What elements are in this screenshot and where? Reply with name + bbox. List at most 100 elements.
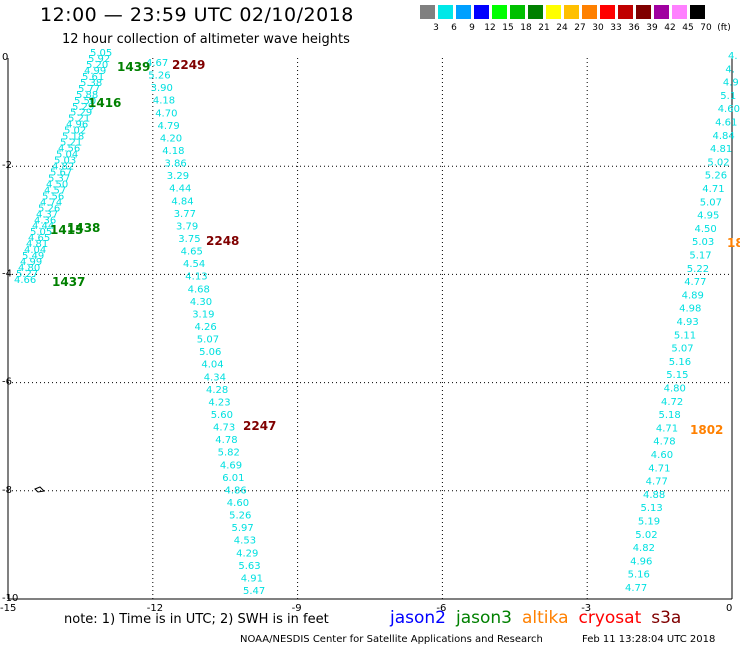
wave-height-label: 4.77 <box>625 583 647 594</box>
time-label: 2247 <box>243 419 276 433</box>
wave-height-label: 3.90 <box>151 83 173 94</box>
x-tick-label: -9 <box>292 603 302 614</box>
time-label: 1439 <box>117 60 150 74</box>
scale-label: 36 <box>628 23 640 33</box>
wave-height-label: 4.82 <box>633 543 655 554</box>
wave-height-label: 4.04 <box>201 360 223 371</box>
wave-height-label: 5.05 <box>90 48 112 59</box>
wave-height-label: 5.37 <box>48 173 70 184</box>
wave-height-label: 5.50 <box>74 96 96 107</box>
wave-height-label: 4.18 <box>162 146 184 157</box>
wave-height-label: 4.77 <box>646 477 668 488</box>
wave-height-label: 4.60 <box>651 450 673 461</box>
wave-height-label: 4.50 <box>695 224 717 235</box>
wave-height-label: 3.19 <box>192 309 214 320</box>
wave-height-label: 4.69 <box>220 460 242 471</box>
wave-height-label: 4.84 <box>713 131 735 142</box>
wave-height-label: 4.67 <box>146 58 168 69</box>
wave-height-label: 3.29 <box>167 171 189 182</box>
wave-height-label: 4.34 <box>204 372 226 383</box>
island-outline <box>34 486 46 493</box>
wave-height-label: 4.53 <box>234 536 256 547</box>
wave-height-label: 6.01 <box>222 473 244 484</box>
scale-swatch <box>474 5 489 19</box>
scale-swatch <box>510 5 525 19</box>
time-label: 1415 <box>50 223 83 237</box>
wave-height-label: 4.70 <box>155 108 177 119</box>
wave-height-label: 5.11 <box>674 330 696 341</box>
satellite-legend: jason2 jason3 altika cryosat s3a <box>390 608 691 628</box>
wave-height-label: 4.28 <box>206 385 228 396</box>
wave-height-label: 5.05 <box>30 227 52 238</box>
x-tick-label: -6 <box>436 603 446 614</box>
wave-height-label: 5.88 <box>76 90 98 101</box>
wave-height-label: 4.96 <box>66 120 88 131</box>
wave-height-label: 4.78 <box>653 437 675 448</box>
wave-height-label: 3.79 <box>176 221 198 232</box>
wave-height-label: 4.99 <box>84 66 106 77</box>
wave-height-label: 4.44 <box>32 221 54 232</box>
wave-height-label: 5.47 <box>243 586 265 597</box>
wave-height-label: 5.18 <box>62 132 84 143</box>
time-label: 2249 <box>172 58 205 72</box>
wave-height-label: 4.44 <box>169 184 191 195</box>
wave-height-label: 5.13 <box>641 503 663 514</box>
wave-height-label: 5.26 <box>229 511 251 522</box>
scale-label: 33 <box>610 23 622 33</box>
satellite-legend-item: jason2 <box>390 608 446 628</box>
wave-height-label: 4.81 <box>710 144 732 155</box>
wave-height-label: 5.06 <box>199 347 221 358</box>
wave-height-label: 4.68 <box>188 284 210 295</box>
wave-height-label: 5.97 <box>232 523 254 534</box>
wave-height-label: 4.60 <box>227 498 249 509</box>
wave-height-label: 5.21 <box>60 138 82 149</box>
y-tick-label: 0 <box>2 52 8 63</box>
wave-height-label: 4.80 <box>664 384 686 395</box>
x-tick-label: -12 <box>147 603 163 614</box>
wave-height-label: 4.9 <box>723 78 739 89</box>
scale-swatch <box>654 5 669 19</box>
wave-height-label: 3.75 <box>178 234 200 245</box>
wave-height-label: 4.23 <box>208 397 230 408</box>
y-tick-label: -10 <box>2 593 18 604</box>
wave-height-label: 5.20 <box>86 60 108 71</box>
scale-swatch <box>582 5 597 19</box>
wave-height-label: 5.02 <box>707 157 729 168</box>
island-shape <box>34 486 46 493</box>
scale-swatch <box>618 5 633 19</box>
wave-height-label: 4.98 <box>679 304 701 315</box>
wave-height-label: 4.13 <box>185 272 207 283</box>
wave-height-label: 4.79 <box>158 121 180 132</box>
wave-height-label: 5.26 <box>148 71 170 82</box>
scale-label: 12 <box>484 23 496 33</box>
x-tick-label: -3 <box>581 603 591 614</box>
wave-height-label: 5.02 <box>64 126 86 137</box>
axis-ticks: -15 -12 -9 -6 -3 0 0 -2 -4 -6 -8 -10 <box>0 52 732 614</box>
wave-height-label: 5.49 <box>22 251 44 262</box>
wave-height-label: 4.65 <box>181 247 203 258</box>
scale-label: 39 <box>646 23 658 33</box>
wave-height-label: 4.95 <box>697 211 719 222</box>
wave-height-label: 4.78 <box>215 435 237 446</box>
scale-label: 21 <box>538 23 550 33</box>
wave-height-label: 4.30 <box>190 297 212 308</box>
wave-height-label: 4.74 <box>40 197 62 208</box>
wave-height-label: 4.86 <box>225 485 247 496</box>
wave-height-label: 4.56 <box>58 144 80 155</box>
scale-label: 3 <box>433 23 439 33</box>
wave-height-label: 5.82 <box>218 448 240 459</box>
scale-label: 42 <box>664 23 676 33</box>
wave-height-label: 4.77 <box>684 277 706 288</box>
wave-height-label: 4.71 <box>648 463 670 474</box>
wave-height-label: 5.77 <box>78 84 100 95</box>
time-label: 2248 <box>206 234 239 248</box>
x-tick-label: 0 <box>726 603 732 614</box>
wave-height-label: 5.63 <box>238 561 260 572</box>
scale-swatch <box>564 5 579 19</box>
y-tick-label: -6 <box>2 377 12 388</box>
wave-height-label: 5.18 <box>659 410 681 421</box>
wave-height-label: 5.07 <box>197 335 219 346</box>
wave-height-label: 4.29 <box>236 548 258 559</box>
